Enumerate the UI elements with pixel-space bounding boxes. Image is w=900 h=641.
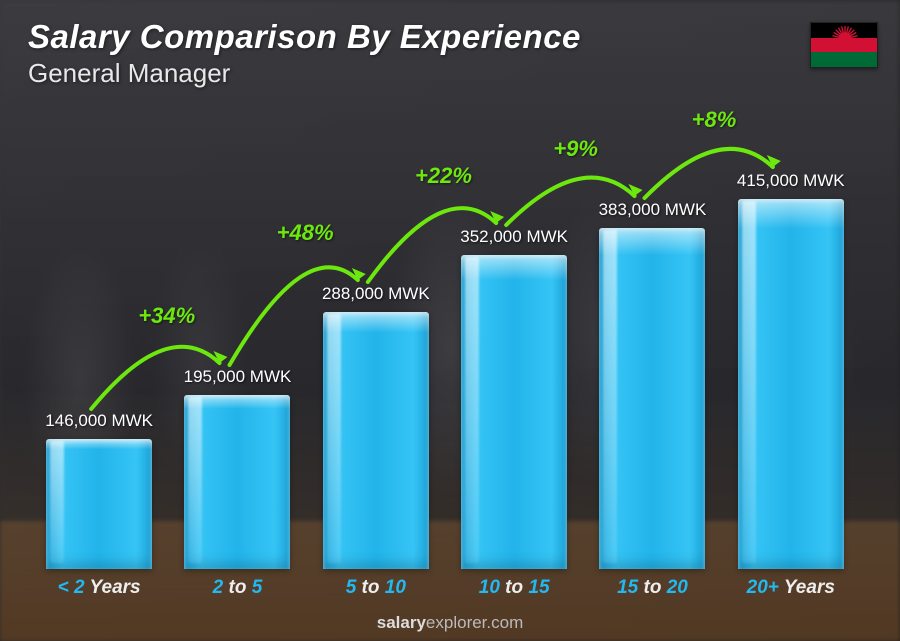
bar-chart: 146,000 MWK195,000 MWK288,000 MWK352,000… [30, 129, 860, 569]
growth-arc [645, 149, 773, 198]
x-axis-label: 10 to 15 [452, 577, 576, 599]
growth-pct-label: +34% [138, 303, 195, 329]
growth-pct-label: +8% [692, 107, 737, 133]
growth-pct-label: +48% [277, 220, 334, 246]
footer-site-bold: salary [377, 613, 426, 632]
growth-pct-label: +22% [415, 163, 472, 189]
x-axis-labels: < 2 Years 2 to 5 5 to 10 10 to 15 15 to 20 20… [30, 577, 860, 599]
flag-stripe-top [811, 23, 877, 38]
x-axis-label: 20+ Years [729, 577, 853, 599]
footer-site-rest: explorer.com [426, 613, 523, 632]
growth-arc [91, 347, 219, 409]
flag-sun-icon [811, 24, 878, 40]
footer: salaryexplorer.com [0, 613, 900, 633]
x-axis-label: 5 to 10 [314, 577, 438, 599]
growth-arc [368, 208, 496, 282]
x-axis-label: 15 to 20 [590, 577, 714, 599]
growth-pct-label: +9% [553, 136, 598, 162]
growth-arc [506, 178, 634, 225]
growth-arc [230, 267, 358, 365]
x-axis-label: 2 to 5 [175, 577, 299, 599]
x-axis-label: < 2 Years [37, 577, 161, 599]
